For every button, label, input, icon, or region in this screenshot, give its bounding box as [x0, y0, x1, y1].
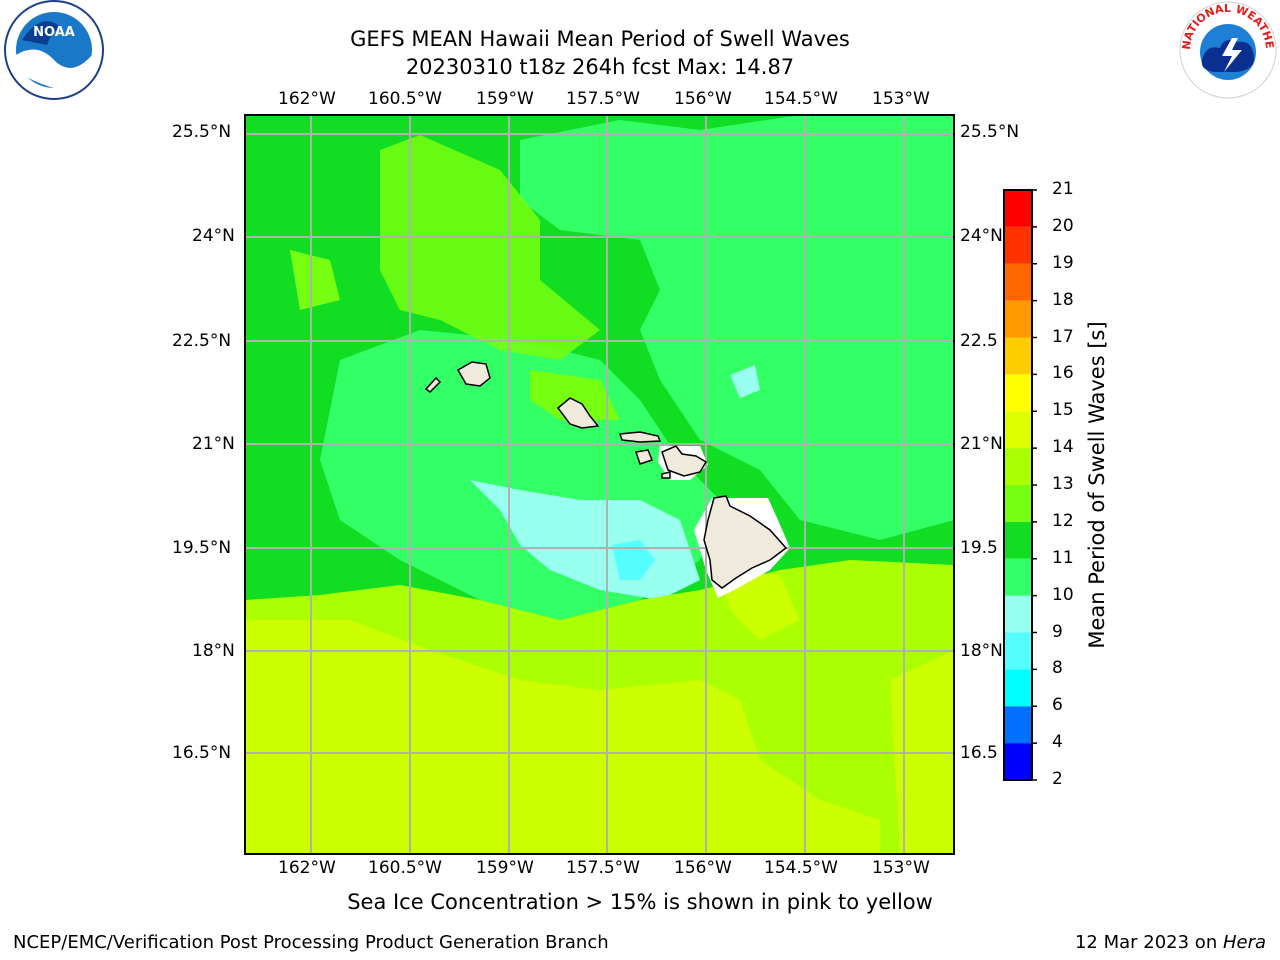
- colorbar-label-8: 13: [1052, 474, 1074, 494]
- lat-tick-right-0: 25.5°N: [960, 122, 1020, 142]
- colorbar-segment-0: [1004, 743, 1032, 780]
- colorbar-segment-13: [1004, 263, 1032, 301]
- ocean-region-14-15s-east: [720, 570, 800, 640]
- lon-tick-top-2: 159°W: [476, 89, 534, 109]
- lon-tick-top-5: 154.5°W: [764, 89, 838, 109]
- lon-tick-bottom-6: 153°W: [872, 858, 930, 878]
- noaa-logo: NOAA: [4, 0, 104, 100]
- colorbar-label-13: 18: [1052, 289, 1074, 310]
- lon-tick-bottom-4: 156°W: [674, 858, 732, 878]
- lon-tick-top-1: 160.5°W: [368, 89, 442, 109]
- map-title: GEFS MEAN Hawaii Mean Period of Swell Wa…: [350, 27, 850, 51]
- noaa-logo-text: NOAA: [33, 25, 75, 40]
- colorbar-segment-3: [1004, 632, 1032, 670]
- colorbar-label-14: 19: [1052, 252, 1074, 273]
- lon-tick-top-4: 156°W: [674, 89, 732, 109]
- sea-ice-caption: Sea Ice Concentration > 15% is shown in …: [347, 890, 933, 914]
- island-oahu: [556, 397, 600, 429]
- lon-tick-top-6: 153°W: [872, 89, 930, 109]
- lat-tick-right-4: 19.5: [960, 538, 998, 558]
- map-subtitle: 20230310 t18z 264h fcst Max: 14.87: [405, 55, 795, 79]
- lat-tick-left-2: 22.5°N: [172, 331, 232, 351]
- colorbar-segment-10: [1004, 374, 1032, 412]
- lat-tick-right-2: 22.5: [960, 331, 998, 351]
- lon-tick-top-3: 157.5°W: [566, 89, 640, 109]
- colorbar-label-5: 10: [1052, 584, 1074, 605]
- lat-tick-left-6: 16.5°N: [172, 743, 232, 763]
- lat-tick-right-1: 24°N: [960, 226, 1003, 246]
- lon-tick-bottom-0: 162°W: [278, 858, 336, 878]
- colorbar-label-9: 14: [1052, 437, 1074, 458]
- colorbar-label-10: 15: [1052, 400, 1074, 421]
- ocean-region-12-13s-north: [380, 135, 600, 360]
- colorbar-segment-4: [1004, 595, 1032, 633]
- footer-host: Hera: [1222, 932, 1266, 953]
- colorbar-segment-2: [1004, 669, 1032, 707]
- colorbar-segment-8: [1004, 448, 1032, 485]
- colorbar-label-12: 17: [1052, 326, 1074, 347]
- colorbar-segment-11: [1004, 337, 1032, 375]
- colorbar-segment-1: [1004, 706, 1032, 744]
- lon-tick-bottom-5: 154.5°W: [764, 858, 838, 878]
- lat-tick-left-1: 24°N: [192, 226, 235, 246]
- island-kauai: [456, 361, 491, 387]
- colorbar-label-1: 4: [1052, 732, 1063, 753]
- nws-logo: NATIONAL WEATHER SERVICE: [1176, 0, 1277, 99]
- island-hawaii: [703, 495, 788, 589]
- ocean-region-9-10s-east: [730, 365, 760, 398]
- lat-tick-left-4: 19.5°N: [172, 538, 232, 558]
- footer-credit: NCEP/EMC/Verification Post Processing Pr…: [13, 932, 609, 953]
- colorbar-segment-14: [1004, 226, 1032, 264]
- ocean-region-10-11s-northeast: [520, 115, 954, 540]
- colorbar-segment-7: [1004, 485, 1032, 522]
- lat-tick-left-5: 18°N: [192, 641, 235, 661]
- colorbar-title: Mean Period of Swell Waves [s]: [1085, 321, 1109, 649]
- island-molokai: [618, 431, 662, 443]
- colorbar-label-15: 20: [1052, 215, 1074, 236]
- colorbar: [1003, 189, 1037, 781]
- lon-tick-bottom-1: 160.5°W: [368, 858, 442, 878]
- colorbar-label-6: 11: [1052, 547, 1074, 568]
- island-maui: [661, 445, 708, 477]
- lon-tick-top-0: 162°W: [278, 89, 336, 109]
- ocean-region-8-9s: [612, 540, 655, 580]
- colorbar-label-4: 9: [1052, 621, 1063, 642]
- island-niihau: [424, 376, 442, 393]
- lat-tick-right-3: 21°N: [960, 434, 1003, 454]
- island-lanai: [635, 449, 653, 465]
- footer-date: 12 Mar 2023 on Hera: [1075, 932, 1266, 953]
- colorbar-label-3: 8: [1052, 658, 1063, 679]
- colorbar-label-11: 16: [1052, 363, 1074, 384]
- colorbar-label-16: 21: [1052, 179, 1074, 199]
- lon-tick-bottom-2: 159°W: [476, 858, 534, 878]
- colorbar-segment-9: [1004, 411, 1032, 449]
- ocean-region-14-15s: [245, 620, 880, 854]
- ocean-region-12-13s-west: [290, 250, 340, 310]
- colorbar-segment-12: [1004, 300, 1032, 338]
- lat-tick-left-3: 21°N: [192, 434, 235, 454]
- colorbar-segment-15: [1004, 190, 1032, 227]
- lat-tick-left-0: 25.5°N: [172, 122, 232, 142]
- colorbar-label-2: 6: [1052, 695, 1063, 716]
- colorbar-segment-5: [1004, 558, 1032, 596]
- colorbar-label-0: 2: [1052, 769, 1063, 789]
- lat-tick-right-5: 18°N: [960, 641, 1003, 661]
- lon-tick-bottom-3: 157.5°W: [566, 858, 640, 878]
- ocean-region-12-13s-kauai: [530, 370, 620, 420]
- colorbar-label-7: 12: [1052, 510, 1074, 531]
- map-frame: [244, 114, 955, 855]
- colorbar-segment-6: [1004, 521, 1032, 559]
- footer-date-text: 12 Mar 2023 on: [1074, 932, 1223, 953]
- island-kahoolawe: [661, 471, 671, 479]
- lat-tick-right-6: 16.5: [960, 743, 998, 763]
